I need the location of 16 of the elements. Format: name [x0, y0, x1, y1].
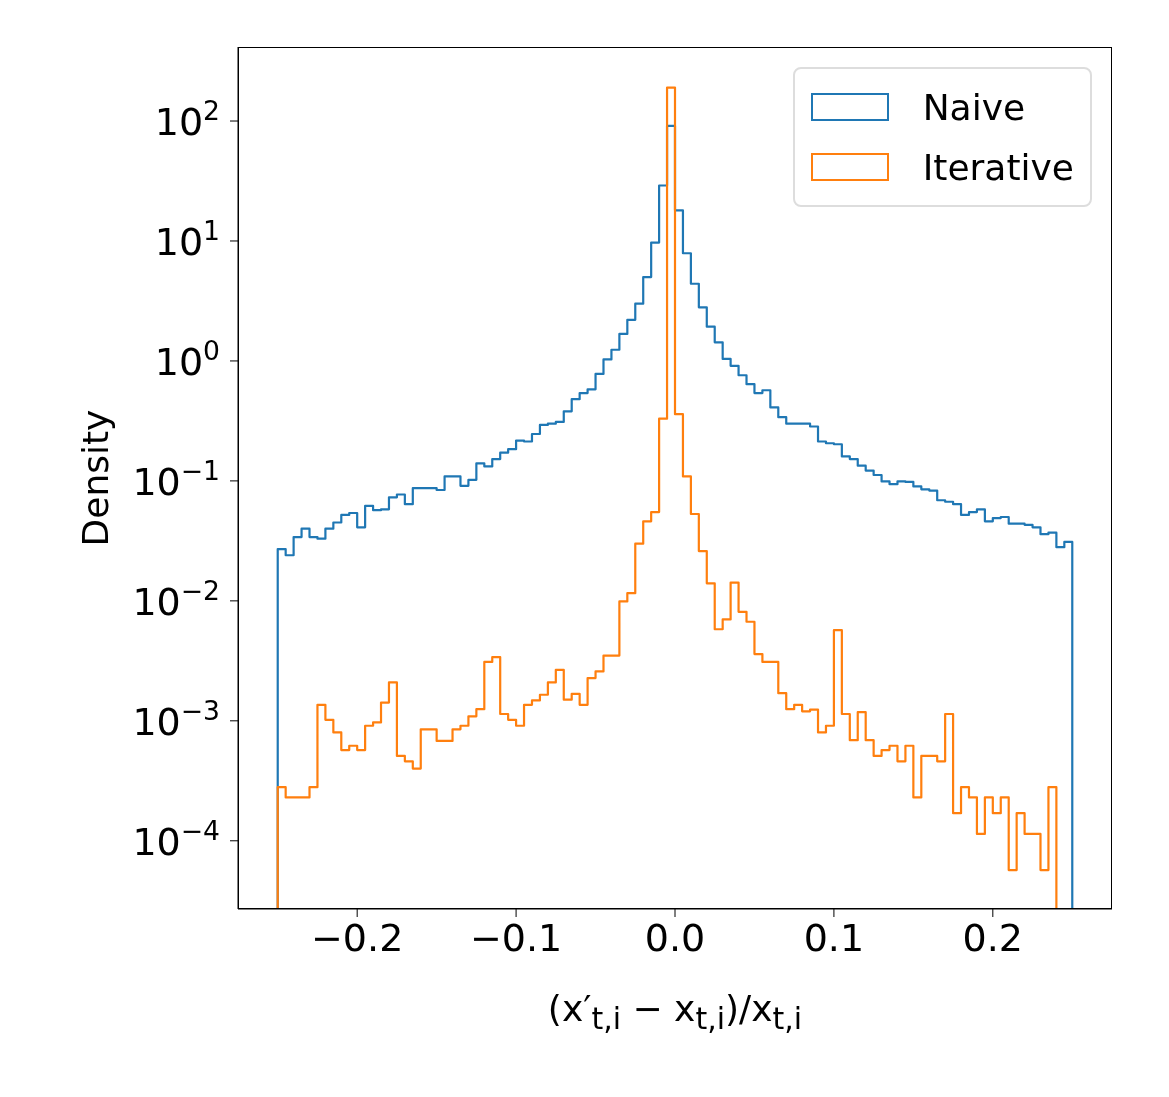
x-tick-label: 0.0 — [644, 916, 706, 960]
legend-label: Iterative — [922, 146, 1074, 188]
y-tick-label: 10$^{−2}$ — [132, 574, 220, 624]
y-tick-label: 10$^{−1}$ — [132, 454, 220, 504]
y-tick-label: 10$^{1}$ — [154, 214, 220, 264]
y-tick-label: 10$^{0}$ — [154, 334, 220, 384]
x-tick-label: 0.2 — [962, 916, 1024, 960]
legend-label: Naive — [922, 86, 1026, 128]
x-tick-label: 0.1 — [803, 916, 865, 960]
x-tick-label: −0.1 — [469, 916, 563, 960]
x-tick-label: −0.2 — [311, 916, 404, 960]
x-axis-title: (x′$_{t,i}$ − x$_{t,i}$)/x$_{t,i}$ — [546, 988, 804, 1037]
y-tick-label: 10$^{−3}$ — [132, 694, 220, 744]
y-tick-label: 10$^{2}$ — [154, 94, 220, 145]
y-axis-title: Density — [74, 409, 116, 547]
y-tick-label: 10$^{−4}$ — [132, 814, 220, 864]
